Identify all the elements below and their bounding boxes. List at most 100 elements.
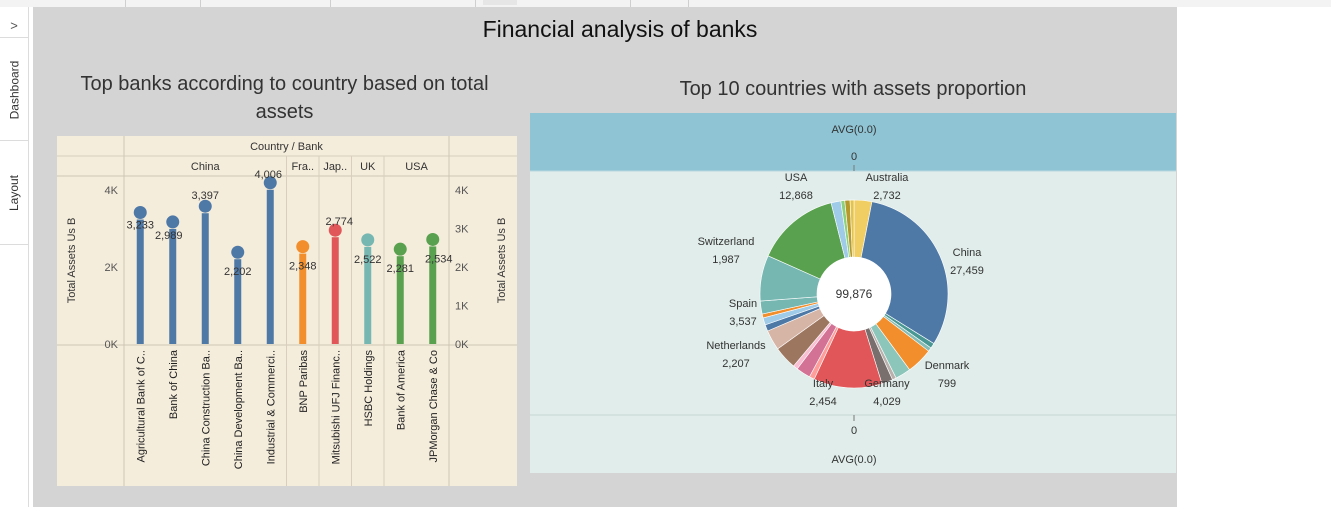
- bar-end-dot: [361, 233, 375, 247]
- bar-end-dot: [296, 240, 310, 254]
- slice-name-label: Spain: [729, 298, 757, 310]
- bar: [299, 253, 307, 344]
- tab-layout-label: Layout: [7, 174, 21, 211]
- slice-name-label: Switzerland: [698, 236, 755, 248]
- slice-value-label: 2,454: [809, 396, 837, 408]
- y-tick-label-right: 4K: [455, 185, 469, 197]
- tab-layout[interactable]: Layout: [0, 141, 28, 245]
- bar: [396, 256, 404, 344]
- bar: [169, 228, 177, 344]
- slice-name-label: Australia: [866, 172, 910, 184]
- y-tick-label-right: 0K: [455, 339, 469, 351]
- data-label: 3,397: [191, 190, 219, 202]
- tab-dashboard-label: Dashboard: [7, 60, 21, 120]
- x-tick-label: Industrial & Commerci..: [265, 350, 277, 464]
- y-tick-label-left: 2K: [105, 262, 119, 274]
- slice-name-label: Netherlands: [706, 340, 766, 352]
- bar: [266, 189, 274, 344]
- y-tick-label-right: 3K: [455, 224, 469, 236]
- bar: [201, 213, 209, 344]
- bottom-header-label: AVG(0.0): [831, 454, 876, 466]
- slice-name-label: China: [953, 247, 983, 259]
- donut-hole: [817, 257, 891, 331]
- toolbar-divider: [475, 0, 476, 7]
- y-tick-label-left: 4K: [105, 185, 119, 197]
- data-label: 4,006: [254, 169, 282, 181]
- toolbar-divider: [125, 0, 126, 7]
- bar-end-dot: [393, 242, 407, 256]
- x-tick-label: BNP Paribas: [298, 350, 310, 413]
- slice-value-label: 1,987: [712, 254, 740, 266]
- y-axis-label-right: Total Assets Us B: [496, 218, 508, 304]
- avg-header-band: [530, 113, 1176, 171]
- x-tick-label: China Construction Ba..: [200, 350, 212, 466]
- country-group-label: China: [191, 161, 221, 173]
- slice-value-label: 3,537: [729, 316, 757, 328]
- x-tick-label: HSBC Holdings: [363, 350, 375, 427]
- bar-end-dot: [328, 223, 342, 237]
- toolbar-divider: [330, 0, 331, 7]
- x-tick-label: Agricultural Bank of C..: [135, 350, 147, 463]
- country-group-label: Jap..: [323, 161, 347, 173]
- pie-chart-title: Top 10 countries with assets proportion: [679, 78, 1027, 100]
- expand-chevron-icon[interactable]: >: [0, 15, 28, 38]
- bar: [331, 237, 339, 344]
- column-header-label: Country / Bank: [250, 141, 323, 153]
- country-group-label: Fra..: [291, 161, 314, 173]
- bar-end-dot: [166, 215, 180, 229]
- y-tick-label-right: 1K: [455, 301, 469, 313]
- bar: [136, 219, 144, 344]
- data-label: 2,534: [425, 253, 453, 265]
- y-tick-label-left: 0K: [105, 339, 119, 351]
- dashboard-title: Financial analysis of banks: [482, 16, 758, 42]
- bar: [429, 246, 437, 344]
- slice-value-label: 2,732: [873, 190, 901, 202]
- data-label: 2,774: [325, 216, 353, 228]
- x-tick-label: Bank of America: [395, 349, 407, 430]
- slice-value-label: 799: [938, 378, 956, 390]
- x-tick-label: Mitsubishi UFJ Financ..: [330, 350, 342, 464]
- slice-value-label: 12,868: [779, 190, 813, 202]
- data-label: 3,233: [126, 220, 154, 232]
- toolbar-divider: [200, 0, 201, 7]
- slice-name-label: Denmark: [925, 360, 970, 372]
- x-tick-label: China Development Ba..: [233, 350, 245, 469]
- top-header-label: AVG(0.0): [831, 124, 876, 136]
- slice-value-label: 2,207: [722, 358, 750, 370]
- tab-dashboard[interactable]: Dashboard: [0, 40, 28, 141]
- bar-end-dot: [133, 206, 147, 220]
- slice-value-label: 4,029: [873, 396, 901, 408]
- top-value-label: 0: [851, 151, 857, 163]
- toolbar-active-tab[interactable]: [483, 0, 517, 5]
- data-label: 2,281: [386, 263, 414, 275]
- toolbar-divider: [688, 0, 689, 7]
- country-assets-donut-chart[interactable]: AVG(0.0) 0 0 AVG(0.0) 99,876 USA 12,868 Austral…: [530, 113, 1176, 473]
- bank-assets-lollipop-chart[interactable]: Country / Bank Total Assets Us B Total Ass…: [57, 136, 517, 486]
- bar-chart-title: Top banks according to country based on …: [80, 73, 489, 123]
- bar: [234, 259, 242, 344]
- data-label: 2,522: [354, 254, 382, 266]
- slice-value-label: 27,459: [950, 265, 984, 277]
- toolbar-divider: [630, 0, 631, 7]
- slice-name-label: Germany: [864, 378, 910, 390]
- data-label: 2,989: [155, 230, 183, 242]
- y-tick-label-right: 2K: [455, 262, 469, 274]
- data-label: 2,348: [289, 261, 317, 273]
- bar-end-dot: [198, 199, 212, 213]
- side-panel: > Dashboard Layout: [0, 7, 29, 507]
- bottom-value-label: 0: [851, 425, 857, 437]
- slice-name-label: Italy: [813, 378, 834, 390]
- top-toolbar-strip: [0, 0, 1331, 7]
- data-label: 2,202: [224, 266, 252, 278]
- y-axis-label: Total Assets Us B: [66, 218, 78, 304]
- country-group-label: UK: [360, 161, 376, 173]
- bar-end-dot: [231, 245, 245, 259]
- bar-end-dot: [426, 232, 440, 246]
- x-tick-label: Bank of China: [168, 349, 180, 419]
- avg-footer-band: [530, 415, 1176, 473]
- slice-name-label: USA: [785, 172, 808, 184]
- bar: [364, 246, 372, 344]
- donut-total-label: 99,876: [836, 287, 873, 301]
- x-tick-label: JPMorgan Chase & Co: [428, 350, 440, 463]
- bar-end-dot: [263, 176, 277, 190]
